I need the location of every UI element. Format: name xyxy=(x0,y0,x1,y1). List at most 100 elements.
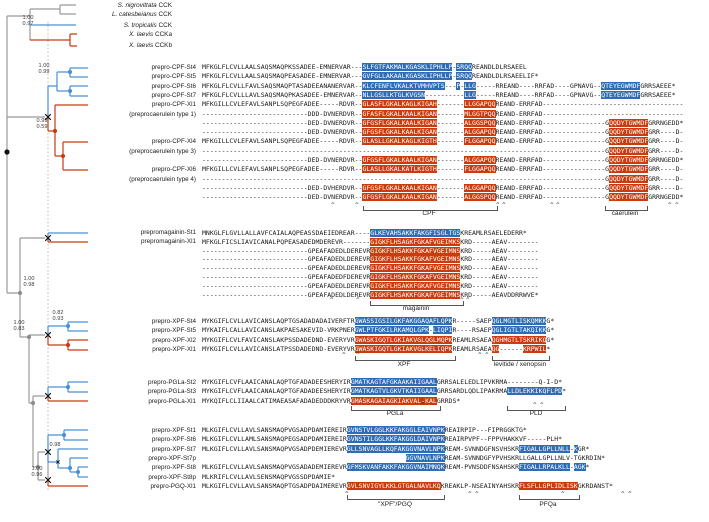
sequence: ----------------------------------------… xyxy=(202,146,684,156)
row-label: prepro-CPF-Xl4 xyxy=(151,138,196,146)
peptide-segment-red: GFGSFLGKALKAALKIGAN xyxy=(362,118,437,127)
peptide-segment-blue: K xyxy=(573,444,578,453)
sequence-segment: REAM-PVNSDDFNSAHSKR xyxy=(444,463,519,472)
row-label: prepro-XPF-St8 xyxy=(151,464,196,472)
peptide-segment-blue: GVNSTVLGGLKKFAKGGLEAIVNPK xyxy=(346,426,445,434)
sequence-segment: GRR----D- xyxy=(648,146,684,155)
cleavage-caret: ^ xyxy=(561,491,565,498)
sequence: MYKQIFLCLIIAALCATIMAEASAFADADEDDDKRYVRGM… xyxy=(202,396,460,406)
sequence-segment: MLKGIFLCVLLAVLSANSMAQPVGSADPDAMIEREIR xyxy=(202,426,347,434)
peptide-segment-red: GIGKFLHSAGKFGKAFVGEIMKS xyxy=(370,237,461,246)
alignment-row: prepro-XPF-St8 MLKGIFLCVLLAVLSANSMAQPVGSA… xyxy=(0,463,709,472)
peptide-segment-blue: SLFGTFAKMALKGASKLIPHLLP xyxy=(362,63,453,71)
sequence-segment: ------------------------------------ xyxy=(542,109,684,118)
x-marks xyxy=(44,113,60,484)
alignment-row: ---------------------------DED-DVNERDVR-… xyxy=(0,193,709,202)
sequence-segment: MYKGIFLCVLFAVICANSLAKPSSDADEDND-EVERYVR xyxy=(202,335,355,344)
sequence-segment: ----------------------------------------… xyxy=(202,146,606,155)
cleavage-caret: ^ xyxy=(421,402,425,409)
sequence-segment: DED-DVNERDVR-- xyxy=(307,156,363,164)
region-bracket xyxy=(347,495,445,500)
peptide-segment-blue: GWASSIGSILGKFAKGGAQAFLQPK xyxy=(354,317,453,325)
sequence-segment: REAND-ERRFAD xyxy=(495,128,543,137)
cleavage-caret: ^ xyxy=(540,402,544,409)
tip-label: L. catesbeianus CCK xyxy=(40,11,172,18)
cleavage-caret: ^ xyxy=(556,202,560,209)
support-value: 1.00 0.96 xyxy=(24,466,50,478)
sequence: ---------------------------DED-DVNERDVR-… xyxy=(202,128,683,137)
alignment-row: ---------------------------GPEAFADEDFDER… xyxy=(0,273,709,282)
peptide-segment-blue: GGVNAVLNPK xyxy=(405,453,445,462)
sequence: ---------------------------DED-DVNERDVR-… xyxy=(202,193,683,202)
peptide-segment-red: QQDYTGWMDF xyxy=(609,183,649,192)
sequence-segment: --- xyxy=(444,81,457,90)
sequence-segment: --------------------------- xyxy=(202,109,308,118)
alignment-row: prepro-CPF-Xl4 MFKGILLCVLEFAVLSANPLSQPEGF… xyxy=(0,137,709,146)
sequence-segment: REAM-SVNNDGFYPVHSKRLLGALLGPLLNLV-TGKRDIN… xyxy=(444,453,606,462)
sequence: MLKGIFLCVLLAVLSANSMAQPVGSADPDEMIEREVRGLL… xyxy=(202,444,589,454)
sequence: ---------------------------GPEAFADEDLDER… xyxy=(202,246,539,256)
row-label: prepro-XPF-Xl2 xyxy=(152,336,196,344)
region-bracket xyxy=(605,206,648,211)
sequence-segment: REAND-ERRFAD xyxy=(495,100,543,109)
sequence: MFKGLFLCVLLAALSAQSMAQPEASADEE-EMNERVAR--… xyxy=(202,72,539,81)
support-line: 1.00 xyxy=(38,63,50,69)
peptide-segment-red: ALGGSPQQ xyxy=(464,193,496,202)
cleavage-caret: ^ xyxy=(675,202,679,209)
peptide-segment-red: QQDYTGWMDF xyxy=(609,165,649,174)
support-line: 0.59 xyxy=(36,124,48,131)
cleavage-caret: ^ xyxy=(478,352,482,359)
sequence-segment: MNKGLFLGVLLALLAVFCAIALAQPEASSDAEIEDREAR-… xyxy=(202,229,371,237)
sequence-segment: G xyxy=(605,174,609,183)
alignment-row: prepro-XPF-St6 MLKGIFLCVLLAMLSANSMAQPEGSA… xyxy=(0,435,709,444)
alignment-row: prepro-XPF-St7p GGVNAVLNPKREAM-SVNNDGFYP… xyxy=(0,453,709,463)
cleavage-caret: ^ xyxy=(496,202,500,209)
sequence-segment: REAND-ERRFAD xyxy=(495,193,543,202)
peptide-segment-red: GLASLLGKALKATLKIGTH xyxy=(362,165,437,174)
gene-name: CCK xyxy=(156,21,172,29)
alignment-row: (preprocaerulein type 3) ----------------… xyxy=(0,146,709,156)
sequence: MFKGLFLCVLLAALSAQSMAQPKSSADEE-EMNERVAR--… xyxy=(202,63,527,72)
alignment-row: prepro-PGLa-St3 MYKGIFLCVFLAAICANALAQPTGF… xyxy=(0,387,709,396)
species-name: L. catesbeianus xyxy=(111,10,157,18)
sequence-segment: DED-DVNERDVR-- xyxy=(307,193,363,202)
sequence: ---------------------------DED-DVHERDVR-… xyxy=(202,183,684,193)
row-label: prepro-CPF-St7 xyxy=(151,91,196,99)
alignment-row: prepro-PGQ-Xl1 MLKGIFLCVLLAVLSANSMAQPTGSA… xyxy=(0,481,709,491)
sequence-segment: --------------------------- xyxy=(202,156,308,164)
peptide-segment-red: QG xyxy=(491,344,500,353)
sequence-segment: GPEAFADEDLDEREVR xyxy=(307,255,371,264)
sequence-segment: GRRSAEEE* xyxy=(640,90,676,99)
species-name: X. laevis xyxy=(129,30,154,38)
row-label: prepro-PGQ-Xl1 xyxy=(150,482,197,490)
peptide-segment-red: FLGGAPQQ xyxy=(464,137,496,146)
support-line: 1.00 xyxy=(22,15,34,21)
sequence-segment: GKRDANST* xyxy=(577,481,613,490)
blue-node-dots xyxy=(61,69,81,475)
peptide-segment-red: GFASFLGKALKAALKIGAN xyxy=(362,109,437,118)
peptide-segment-red: GFGSFLGKALKAALKIGAN xyxy=(362,193,437,202)
sequence: MFKGILLCVLEFAVLSANPLSQPEGFADEE-----RDVR-… xyxy=(202,165,683,174)
sequence-segment: --------------------------- xyxy=(202,264,308,273)
sequence-segment: GRR----D- xyxy=(648,183,684,192)
peptide-segment-blue: GVFGLLAKAALKGASKLIPHLLP xyxy=(362,72,453,81)
alignment-row: (preprocaerulein type 4) ----------------… xyxy=(0,174,709,184)
sequence-segment: ------------------------------------ xyxy=(542,100,684,109)
sequence-segment: ------- xyxy=(436,193,465,202)
alignment-row: prepro-CPF-St4 MFKGLFLCVLLAALSAQSMAQPKSSA… xyxy=(0,63,709,72)
sequence-segment: G xyxy=(605,193,610,202)
sequence: MLKGIFLCVLLAMLSANSMAQPEGSADPDAMIEREIRGVN… xyxy=(202,435,562,444)
sequence-segment: ------- xyxy=(436,118,465,127)
sequence-segment: GRR----D- xyxy=(648,128,684,137)
sequence-segment: KRD-----AEAVDDRRWVE* xyxy=(460,290,539,299)
sequence: MYKGIFLCVFLAAICANALAQPTGFADADEESHERYIRGM… xyxy=(202,387,566,396)
row-label: prepro-CPF-St5 xyxy=(151,73,196,81)
species-name: X. laevis xyxy=(129,41,154,49)
sequence-segment: ---------------- xyxy=(542,183,606,192)
row-label: prepro-CPF-St4 xyxy=(151,64,196,71)
peptide-segment-blue: FIGALLRPALKLL xyxy=(519,463,570,472)
sequence-segment: G* xyxy=(546,335,555,344)
sequence-segment: REAM-SVNNDGFNSVHSKR xyxy=(444,444,519,453)
sequence-segment: KREAMLRSAELEDERR* xyxy=(460,229,527,237)
